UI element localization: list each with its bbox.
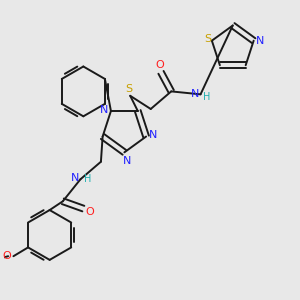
Text: O: O xyxy=(85,206,94,217)
Text: N: N xyxy=(149,130,158,140)
Text: N: N xyxy=(256,36,264,46)
Text: O: O xyxy=(155,60,164,70)
Text: N: N xyxy=(191,89,200,99)
Text: H: H xyxy=(203,92,211,102)
Text: S: S xyxy=(204,34,211,44)
Text: O: O xyxy=(3,251,11,261)
Text: N: N xyxy=(71,173,79,183)
Text: N: N xyxy=(99,104,108,115)
Text: S: S xyxy=(125,84,132,94)
Text: H: H xyxy=(84,174,92,184)
Text: N: N xyxy=(123,155,131,166)
